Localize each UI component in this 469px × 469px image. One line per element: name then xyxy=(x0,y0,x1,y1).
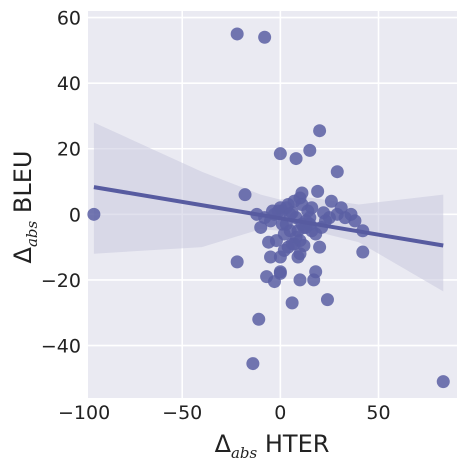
x-axis-title: Δabs HTER xyxy=(215,430,330,462)
data-point xyxy=(230,255,244,269)
y-tick-label: 20 xyxy=(57,139,81,161)
data-point xyxy=(262,235,276,249)
data-point xyxy=(297,238,311,252)
data-point xyxy=(254,220,268,234)
data-point xyxy=(246,357,260,371)
data-point xyxy=(436,375,450,389)
x-tick-label: −50 xyxy=(162,402,202,424)
y-axis-title-symbol: Δ xyxy=(9,246,37,263)
data-point xyxy=(309,265,323,279)
data-point xyxy=(273,147,287,161)
data-point xyxy=(258,30,272,44)
y-axis-title-text: BLEU xyxy=(9,151,37,221)
y-tick-label: −20 xyxy=(41,270,81,292)
y-tick-label: 0 xyxy=(69,204,81,226)
data-point xyxy=(264,250,278,264)
data-point xyxy=(295,198,309,211)
y-tick-labels: −40 −20 0 20 40 60 xyxy=(41,8,81,358)
y-tick-label: 60 xyxy=(57,8,81,30)
x-tick-label: 0 xyxy=(274,402,286,424)
y-tick-label: 40 xyxy=(57,73,81,95)
data-point xyxy=(311,184,325,198)
data-point xyxy=(324,194,338,208)
data-point xyxy=(260,270,274,284)
data-point xyxy=(344,207,358,221)
x-axis-title-symbol: Δ xyxy=(215,430,232,458)
x-tick-labels: −100 −50 0 50 xyxy=(58,402,391,424)
data-point xyxy=(289,152,303,166)
regression-line xyxy=(93,185,444,248)
data-point xyxy=(313,240,327,254)
y-tick-label: −40 xyxy=(41,336,81,358)
y-axis-title-subscript: abs xyxy=(23,220,41,247)
data-point xyxy=(291,250,305,264)
data-point xyxy=(320,293,334,307)
x-tick-label: 50 xyxy=(366,402,390,424)
data-point xyxy=(230,27,244,41)
data-point xyxy=(305,201,319,215)
data-point xyxy=(356,245,370,259)
data-point xyxy=(334,201,348,215)
data-point xyxy=(285,296,299,310)
data-point xyxy=(271,204,285,218)
data-point xyxy=(293,273,307,287)
data-point xyxy=(330,165,344,179)
data-point xyxy=(273,266,287,280)
x-axis-title-text: HTER xyxy=(257,430,329,458)
y-axis-title: Δabs BLEU xyxy=(9,151,41,264)
x-axis-title-subscript: abs xyxy=(231,444,258,462)
data-points xyxy=(87,27,450,389)
data-point xyxy=(252,312,266,326)
x-tick-label: −100 xyxy=(58,402,110,424)
data-point xyxy=(87,207,101,221)
data-point xyxy=(303,143,317,157)
data-point xyxy=(313,124,327,138)
data-point xyxy=(238,188,252,202)
